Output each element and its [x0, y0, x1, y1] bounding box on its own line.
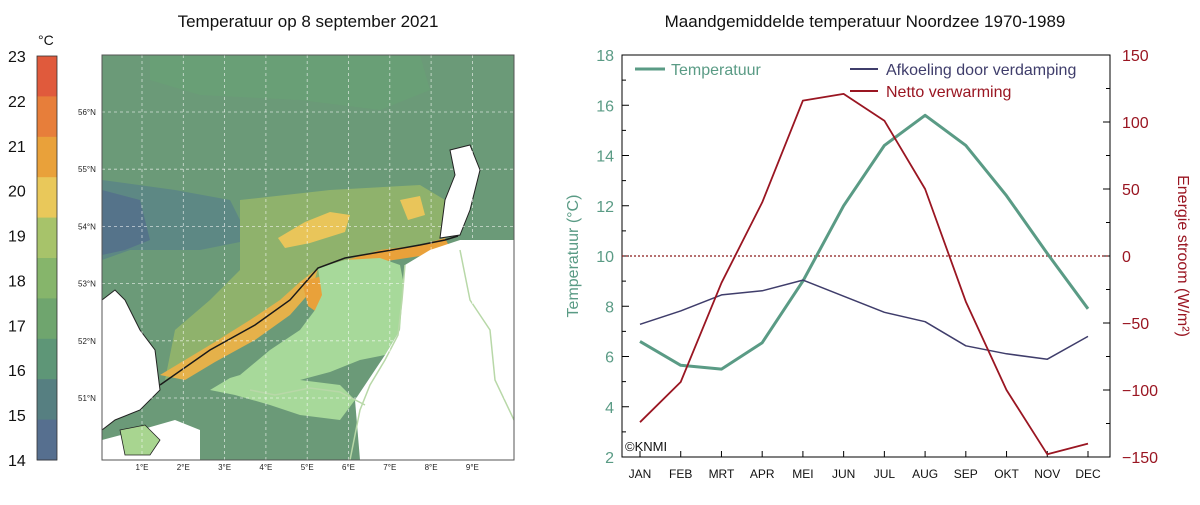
- colorbar-segment: [37, 218, 57, 259]
- x-axis-tick-label: JUN: [832, 467, 855, 481]
- left-axis-tick-labels: 2 4 6 8 10 12 14 16 18: [596, 48, 614, 467]
- y-axis-right-label: Energie stroom (W/m²): [1174, 175, 1191, 337]
- series-line-temperatuur: [640, 115, 1088, 369]
- longitude-label: 1°E: [136, 463, 149, 472]
- longitude-label: 6°E: [342, 463, 355, 472]
- series-line-netto-verwarming: [640, 94, 1088, 454]
- left-axis-tick-label: 12: [596, 199, 614, 216]
- x-axis-tick-label: FEB: [669, 467, 692, 481]
- colorbar-tick-label: 18: [8, 273, 26, 290]
- map-title: Temperatuur op 8 september 2021: [178, 12, 439, 31]
- colorbar-segment: [37, 96, 57, 137]
- x-axis-tick-label: NOV: [1034, 467, 1060, 481]
- longitude-label: 8°E: [425, 463, 438, 472]
- left-axis-tick-label: 4: [605, 400, 614, 417]
- legend-label-afkoeling: Afkoeling door verdamping: [886, 62, 1076, 79]
- longitude-label: 7°E: [383, 463, 396, 472]
- left-axis-tick-label: 16: [596, 98, 614, 115]
- longitude-label: 9°E: [466, 463, 479, 472]
- latitude-label: 53°N: [78, 280, 96, 289]
- colorbar-tick-label: 23: [8, 49, 26, 66]
- latitude-labels: 56°N 55°N 54°N 53°N 52°N 51°N: [78, 108, 96, 403]
- right-axis-tick-label: −50: [1122, 316, 1149, 333]
- left-axis-tick-label: 10: [596, 249, 614, 266]
- right-axis-tick-label: 100: [1122, 115, 1149, 132]
- right-axis-tick-label: 0: [1122, 249, 1131, 266]
- left-axis-tick-label: 8: [605, 299, 614, 316]
- x-axis-tick-label: MEI: [792, 467, 813, 481]
- x-axis-tick-label: AUG: [912, 467, 938, 481]
- legend-label-temperatuur: Temperatuur: [671, 62, 761, 79]
- colorbar-unit: °C: [38, 32, 54, 48]
- chart-legend: Temperatuur Afkoeling door verdamping Ne…: [635, 62, 1076, 101]
- right-axis-tick-labels: −150 −100 −50 0 50 100 150: [1122, 48, 1158, 467]
- copyright-annotation: ©KNMI: [625, 439, 667, 454]
- x-axis-tick-label: JUL: [874, 467, 896, 481]
- colorbar-segment: [37, 298, 57, 339]
- right-axis-tick-label: −150: [1122, 450, 1158, 467]
- latitude-label: 51°N: [78, 394, 96, 403]
- colorbar-segment: [37, 56, 57, 97]
- latitude-label: 56°N: [78, 108, 96, 117]
- longitude-label: 2°E: [177, 463, 190, 472]
- colorbar-segment: [37, 258, 57, 299]
- colorbar-tick-label: 20: [8, 184, 26, 201]
- x-axis-tick-labels: JAN FEB MRT APR MEI JUN JUL AUG SEP OKT NOV DEC: [629, 467, 1101, 481]
- chart-series: [640, 94, 1088, 454]
- left-axis-tick-label: 2: [605, 450, 614, 467]
- temperature-map: [102, 55, 514, 460]
- colorbar-tick-label: 22: [8, 94, 26, 111]
- colorbar-tick-label: 14: [8, 453, 26, 470]
- longitude-label: 3°E: [218, 463, 231, 472]
- colorbar-tick-label: 19: [8, 229, 26, 246]
- latitude-label: 55°N: [78, 165, 96, 174]
- left-axis-tick-label: 18: [596, 48, 614, 65]
- chart-title: Maandgemiddelde temperatuur Noordzee 197…: [665, 12, 1066, 31]
- right-axis-tick-label: −100: [1122, 383, 1158, 400]
- x-axis-tick-label: APR: [750, 467, 775, 481]
- latitude-label: 52°N: [78, 337, 96, 346]
- x-axis-tick-label: SEP: [954, 467, 978, 481]
- x-axis-tick-label: MRT: [709, 467, 735, 481]
- longitude-label: 5°E: [301, 463, 314, 472]
- longitude-labels: 1°E 2°E 3°E 4°E 5°E 6°E 7°E 8°E 9°E: [136, 463, 479, 472]
- colorbar-segment: [37, 379, 57, 420]
- colorbar: 23 22 21 20 19 18 17 16 15 14: [8, 49, 57, 470]
- colorbar-tick-label: 21: [8, 139, 26, 156]
- x-axis-tick-label: JAN: [629, 467, 652, 481]
- left-axis-tick-label: 6: [605, 350, 614, 367]
- x-axis-tick-label: OKT: [994, 467, 1019, 481]
- colorbar-segment: [37, 177, 57, 218]
- y-axis-left-label: Temperatuur (°C): [565, 195, 582, 318]
- colorbar-tick-label: 15: [8, 408, 26, 425]
- longitude-label: 4°E: [259, 463, 272, 472]
- x-axis-tick-label: DEC: [1075, 467, 1101, 481]
- colorbar-segment: [37, 420, 57, 461]
- colorbar-tick-label: 17: [8, 318, 26, 335]
- left-axis-tick-label: 14: [596, 149, 614, 166]
- colorbar-tick-label: 16: [8, 363, 26, 380]
- legend-label-netto: Netto verwarming: [886, 84, 1011, 101]
- right-axis-tick-label: 150: [1122, 48, 1149, 65]
- latitude-label: 54°N: [78, 222, 96, 231]
- colorbar-segment: [37, 137, 57, 178]
- colorbar-segment: [37, 339, 57, 380]
- right-axis-tick-label: 50: [1122, 182, 1140, 199]
